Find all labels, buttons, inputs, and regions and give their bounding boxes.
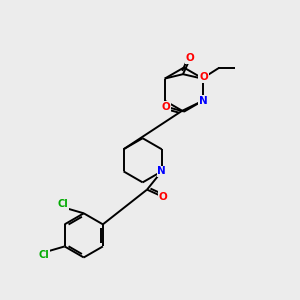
- Text: O: O: [161, 102, 170, 112]
- Text: O: O: [186, 53, 195, 63]
- Text: N: N: [158, 166, 166, 176]
- Text: N: N: [199, 96, 207, 106]
- Text: O: O: [199, 72, 208, 82]
- Text: O: O: [159, 192, 168, 202]
- Text: Cl: Cl: [38, 250, 49, 260]
- Text: Cl: Cl: [57, 200, 68, 209]
